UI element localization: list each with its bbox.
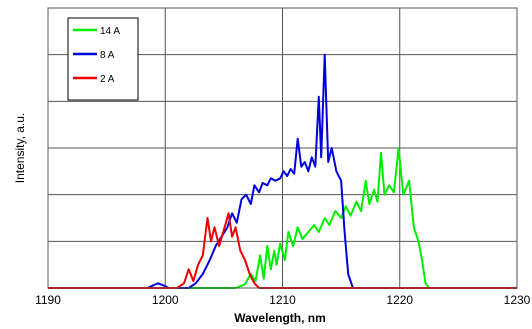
series-line-2a	[48, 212, 517, 289]
legend-label: 8 A	[100, 50, 115, 61]
legend: 14 A 8 A 2 A	[67, 17, 139, 101]
x-tick-labels: 1190 1200 1210 1220 1230	[35, 293, 531, 307]
legend-label: 2 A	[100, 74, 115, 85]
x-tick-label: 1200	[152, 293, 179, 307]
series-lines	[48, 53, 517, 289]
x-tick-label: 1190	[35, 293, 61, 307]
x-tick-label: 1210	[269, 293, 296, 307]
x-tick-label: 1220	[386, 293, 413, 307]
x-tick-label: 1230	[504, 293, 531, 307]
x-axis-title: Wavelength, nm	[234, 311, 326, 325]
plot-frame	[47, 7, 518, 289]
y-axis-title: Intensity, a.u.	[13, 113, 27, 183]
legend-box	[67, 17, 139, 101]
series-line-8a	[48, 53, 517, 289]
series-line-14a	[48, 147, 517, 289]
legend-label: 14 A	[100, 26, 120, 37]
